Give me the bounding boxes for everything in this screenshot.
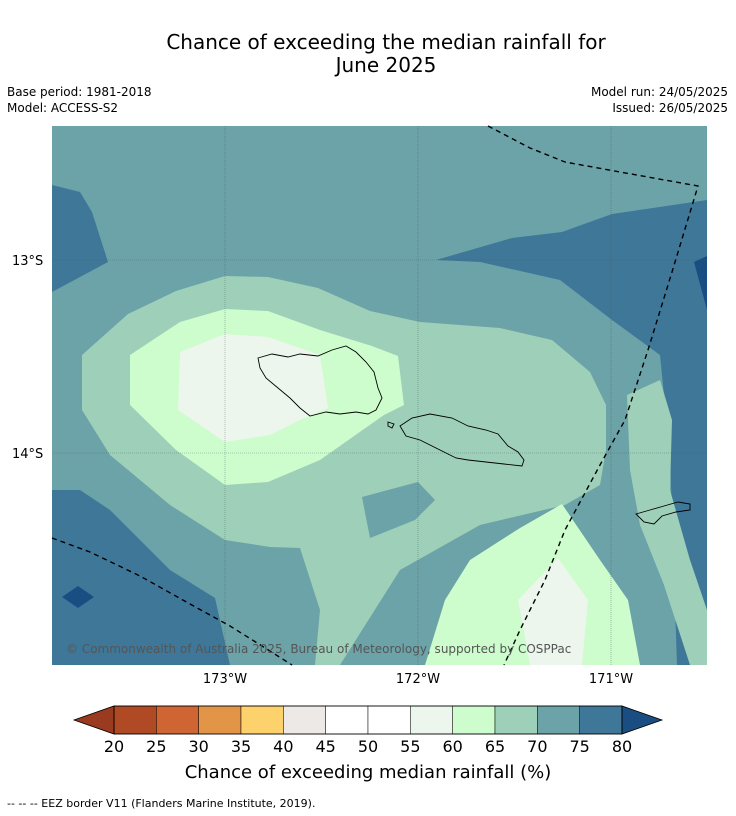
colorbar-cell [156,705,199,735]
issued-date: Issued: 26/05/2025 [612,101,728,115]
colorbar-cell [537,705,580,735]
zone-75-80-southwest [52,490,230,665]
island-upolu [399,413,525,467]
colorbar: 20 25 30 35 40 45 50 55 60 65 70 75 80 Chance of exc… [72,705,664,783]
colorbar-cell [325,705,369,735]
island-manono [387,421,395,429]
colorbar-cell [410,705,453,735]
colorbar-low-arrow [72,705,115,735]
zone-75-80-northeast [436,200,707,665]
eez-border-southwest [51,537,293,666]
colorbar-cell [452,705,496,735]
model-name: Model: ACCESS-S2 [7,101,119,115]
map-panel [52,126,707,665]
meta-left: Base period: 1981-2018 Model: ACCESS-S2 [7,84,152,116]
colorbar-frame [113,705,623,735]
lon-label-172w: 172°W [396,672,440,687]
colorbar-tick-label: 30 [188,737,208,756]
zone-70-75-patch [362,482,435,538]
colorbar-cells [113,705,623,735]
lat-label-13s: 13°S [12,254,43,269]
base-period: Base period: 1981-2018 [7,85,152,99]
colorbar-cell [579,705,623,735]
eez-border-east [487,125,699,666]
colorbar-cell [283,705,326,735]
zone-55-60-west [178,334,328,442]
colorbar-tick-label: 80 [612,737,632,756]
colorbar-tick-label: 65 [485,737,505,756]
coastlines [257,345,691,525]
eez-borders [51,125,699,666]
title-line-1: Chance of exceeding the median rainfall … [166,30,606,54]
zone-75-80-northwest [52,185,108,292]
colorbar-tick-label: 35 [231,737,251,756]
island-savaii [257,345,383,417]
colorbar-tick-label: 40 [273,737,293,756]
meta-right: Model run: 24/05/2025 Issued: 26/05/2025 [591,84,728,116]
colorbar-tick-label: 55 [400,737,420,756]
title-line-2: June 2025 [335,53,437,77]
zone-80-plus-southwest [62,586,94,608]
map-copyright: © Commonwealth of Australia 2025, Bureau… [66,642,571,656]
colorbar-tick-label: 70 [527,737,547,756]
colorbar-tick-label: 45 [315,737,335,756]
colorbar-cell [367,705,411,735]
colorbar-cell [113,705,157,735]
model-run: Model run: 24/05/2025 [590,85,728,99]
colorbar-tick-label: 50 [358,737,378,756]
colorbar-cell [198,705,242,735]
eez-footnote: -- -- -- EEZ border V11 (Flanders Marine… [7,797,316,810]
colorbar-tick-label: 60 [442,737,462,756]
colorbar-tick-label: 75 [569,737,589,756]
map-title: Chance of exceeding the median rainfall … [0,31,736,77]
colorbar-ticks: 20 25 30 35 40 45 50 55 60 65 70 75 80 [104,737,632,756]
colorbar-cell [494,705,538,735]
zone-80-plus-east [694,256,707,310]
lat-label-14s: 14°S [12,447,43,462]
colorbar-tick-label: 25 [146,737,166,756]
lon-label-173w: 173°W [203,672,247,687]
zone-65-70-east [627,380,707,665]
island-tutuila [635,501,691,525]
colorbar-high-arrow [621,705,664,735]
colorbar-cell [240,705,284,735]
colorbar-label: Chance of exceeding median rainfall (%) [185,762,552,783]
axis-labels: 13°S 14°S 173°W 172°W 171°W [12,254,633,687]
lon-label-171w: 171°W [589,672,633,687]
zone-55-60-south [518,558,588,665]
zone-60-65-south [425,504,640,665]
colorbar-tick-label: 20 [104,737,124,756]
